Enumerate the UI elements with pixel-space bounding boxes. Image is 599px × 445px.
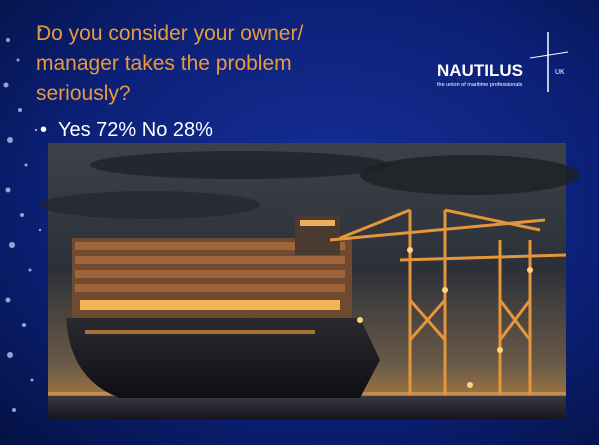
title-line: seriously? bbox=[36, 82, 131, 105]
bullet-marker: • bbox=[40, 119, 47, 141]
logo-line bbox=[529, 51, 569, 59]
title-line: Do you consider your owner/ bbox=[36, 22, 303, 45]
logo: NAUTILUS UK the union of maritime profes… bbox=[437, 32, 569, 92]
title: Do you consider your owner/ manager take… bbox=[36, 22, 303, 105]
title-line: manager takes the problem bbox=[36, 52, 292, 75]
dot-pattern bbox=[3, 28, 42, 412]
bullet-text: Yes 72% No 28% bbox=[58, 119, 213, 141]
photo bbox=[40, 143, 580, 420]
logo-tagline: the union of maritime professionals bbox=[437, 82, 523, 88]
logo-name: NAUTILUS bbox=[437, 61, 523, 80]
logo-country: UK bbox=[555, 69, 565, 76]
